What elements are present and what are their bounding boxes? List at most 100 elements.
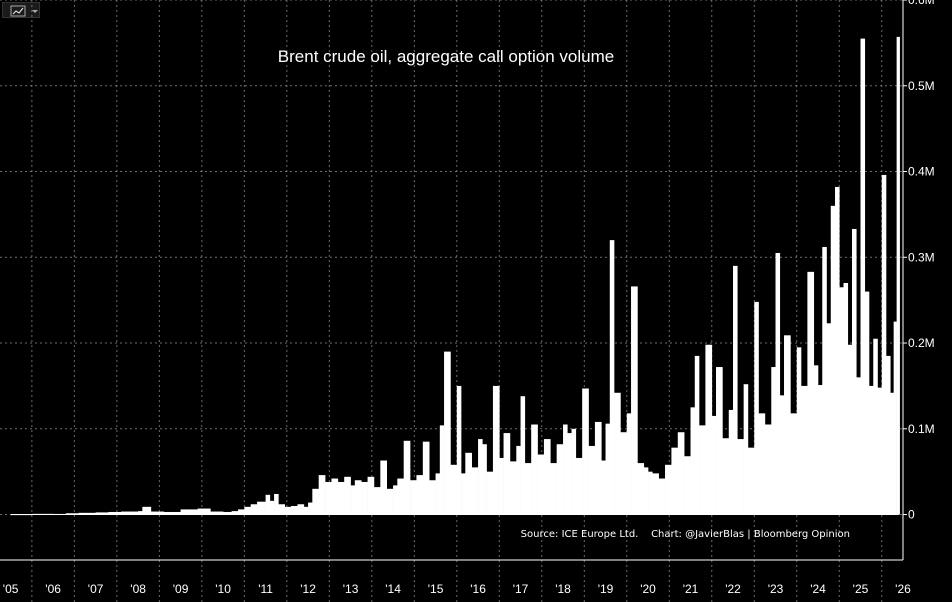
volume-bar xyxy=(588,445,596,515)
volume-bar xyxy=(860,38,866,515)
volume-bar xyxy=(537,454,545,515)
line-chart-icon xyxy=(10,5,38,17)
volume-bar xyxy=(671,447,679,515)
volume-bar xyxy=(705,344,713,515)
volume-bar xyxy=(877,387,883,515)
chevron-down-icon xyxy=(32,10,38,13)
volume-bar xyxy=(337,481,345,515)
volume-bar xyxy=(486,471,494,515)
volume-bar xyxy=(325,481,332,515)
volume-bar xyxy=(31,513,54,515)
x-tick-label: '06 xyxy=(45,582,61,596)
volume-bar xyxy=(886,355,891,515)
volume-bar xyxy=(852,228,857,515)
volume-bar xyxy=(665,464,672,515)
x-tick-label: '12 xyxy=(300,582,316,596)
volume-bar xyxy=(150,511,164,515)
y-tick-label: 0.5M xyxy=(908,79,935,93)
volume-bar xyxy=(637,463,645,515)
y-tick-labels: 0 0.1M 0.2M 0.3M 0.4M 0.5M 0.6M xyxy=(908,0,935,522)
volume-bar xyxy=(373,487,381,515)
volume-bar xyxy=(121,511,139,515)
volume-bar xyxy=(869,385,874,515)
volume-bar xyxy=(210,511,224,515)
volume-bar xyxy=(439,425,445,515)
volume-bar xyxy=(677,432,685,515)
volume-bar xyxy=(367,476,375,515)
volume-bar xyxy=(813,365,819,515)
volume-bar xyxy=(733,265,738,515)
volume-bar xyxy=(520,396,526,515)
volume-bar xyxy=(747,447,755,515)
volume-bar xyxy=(835,186,840,515)
volume-bar xyxy=(237,509,245,515)
axes xyxy=(0,0,904,561)
volume-bar xyxy=(784,335,791,515)
volume-bar xyxy=(465,452,472,515)
volume-bar xyxy=(873,338,878,515)
volume-bar xyxy=(582,388,589,515)
volume-bar xyxy=(503,433,511,515)
volume-bar xyxy=(444,351,451,515)
volume-bar xyxy=(284,506,292,515)
volume-bar xyxy=(648,471,653,515)
volume-bar xyxy=(684,456,691,515)
volume-bar xyxy=(499,457,504,515)
volume-bar xyxy=(601,460,606,515)
volume-bar xyxy=(743,384,749,515)
x-tick-label: '08 xyxy=(130,582,146,596)
volume-bar xyxy=(416,475,424,515)
volume-bar xyxy=(509,461,517,515)
chart-source: Source: ICE Europe Ltd. Chart: @JavierBl… xyxy=(521,529,850,540)
y-tick-label: 0.4M xyxy=(908,165,935,179)
volume-bar xyxy=(822,246,827,515)
volume-bar xyxy=(839,287,844,515)
volume-bar xyxy=(291,505,298,515)
volume-bar xyxy=(163,511,181,515)
x-tick-label: '25 xyxy=(853,582,869,596)
volume-bar xyxy=(524,463,532,515)
volume-bar xyxy=(893,321,897,515)
volume-bar xyxy=(138,511,143,515)
volume-bar xyxy=(847,344,853,515)
volume-bar xyxy=(461,473,466,515)
volume-bar xyxy=(771,367,776,515)
x-tick-label: '05 xyxy=(3,582,19,596)
volume-bar xyxy=(478,439,483,515)
y-tick-label: 0.2M xyxy=(908,336,935,350)
x-tick-labels: '05 '06 '07 '08 '09 '10 '11 '12 '13 '14 '15 '16 '17 '… xyxy=(3,582,911,596)
x-tick-label: '13 xyxy=(343,582,359,596)
volume-bar xyxy=(754,301,759,515)
volume-bar xyxy=(550,463,557,515)
x-tick-label: '15 xyxy=(428,582,444,596)
volume-bar xyxy=(397,478,404,515)
volume-bar xyxy=(620,432,628,515)
volume-bar xyxy=(180,509,198,515)
volume-bar xyxy=(864,291,870,515)
volume-bar xyxy=(492,385,500,515)
volume-bar xyxy=(297,504,305,515)
volume-bar xyxy=(95,512,109,515)
x-tick-label: '22 xyxy=(725,582,741,596)
volume-bar xyxy=(818,385,823,515)
volume-bar xyxy=(758,413,766,515)
volume-bar xyxy=(53,513,67,515)
x-tick-label: '18 xyxy=(555,582,571,596)
volume-bar xyxy=(556,444,564,515)
volume-bar xyxy=(856,377,861,515)
volume-bar xyxy=(881,174,887,515)
volume-bar xyxy=(626,413,632,515)
volume-bar xyxy=(393,485,398,515)
volume-bar xyxy=(699,425,706,515)
x-tick-label: '10 xyxy=(215,582,231,596)
volume-bar xyxy=(711,415,717,515)
chart-type-button[interactable] xyxy=(2,2,40,18)
volume-bar xyxy=(303,506,309,515)
volume-bar xyxy=(231,511,239,515)
volume-bar xyxy=(543,439,551,515)
volume-bar xyxy=(429,480,436,515)
volume-bar xyxy=(331,478,339,515)
volume-bar xyxy=(764,424,772,515)
volume-bar xyxy=(274,493,279,515)
volume-bar xyxy=(896,36,900,515)
